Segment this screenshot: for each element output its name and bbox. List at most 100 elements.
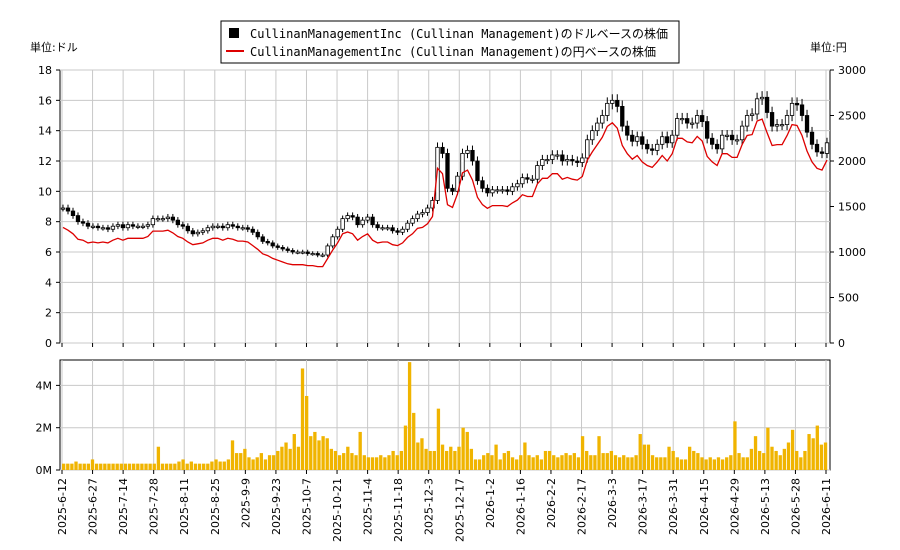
volume-bar	[700, 457, 704, 470]
candle-body	[275, 245, 280, 248]
candle-body	[360, 219, 365, 226]
candle-body	[165, 216, 171, 220]
candle-body	[245, 227, 250, 230]
candle-body	[215, 225, 220, 228]
candle-body	[500, 189, 505, 192]
volume-bar	[799, 457, 803, 470]
volume-bar	[519, 455, 523, 470]
volume-bar	[762, 453, 766, 470]
candle-body	[620, 106, 625, 127]
volume-bar	[494, 444, 498, 470]
volume-bar	[103, 463, 107, 470]
volume-bar	[449, 446, 453, 470]
candle-body	[754, 98, 760, 115]
volume-bar	[107, 463, 111, 470]
volume-bar	[284, 442, 288, 470]
volume-bar	[523, 442, 527, 470]
volume-tick-label: 4M	[36, 379, 53, 392]
candle-body	[515, 183, 520, 188]
date-tick-label: 2026-4-29	[728, 478, 741, 535]
candle-body	[655, 143, 660, 151]
volume-bar	[140, 463, 144, 470]
candle-body	[265, 240, 270, 244]
candle-body	[365, 216, 370, 221]
volume-bar	[432, 450, 436, 470]
volume-bar	[354, 455, 358, 470]
volume-bar	[638, 434, 642, 470]
candle-body	[170, 216, 176, 221]
date-tick-label: 2026-1-16	[514, 478, 527, 535]
candle-body	[764, 96, 770, 113]
candle-body	[295, 251, 300, 254]
date-axis: 2025-6-12 2025-6-27 2025-7-14 2025-7-28 2025…	[56, 343, 833, 542]
date-tick-label: 2025-11-4	[362, 478, 375, 535]
candle-body	[280, 247, 285, 250]
candle-body	[605, 102, 610, 116]
volume-bar	[564, 453, 568, 470]
candle-body	[700, 115, 705, 122]
volume-bar	[317, 440, 321, 470]
date-tick-label: 2025-8-25	[209, 478, 222, 535]
volume-bar	[156, 446, 161, 470]
volume-bar	[370, 457, 375, 470]
volume-bar	[185, 463, 189, 470]
volume-bar	[659, 457, 663, 470]
volume-bar	[358, 431, 362, 470]
volume-bar	[482, 455, 486, 470]
candle-body	[130, 224, 136, 227]
date-tick-label: 2025-8-11	[178, 478, 191, 535]
volume-bar	[527, 455, 531, 470]
date-tick-label: 2026-2-2	[545, 478, 558, 528]
volume-bar	[292, 434, 296, 470]
price-right-tick-label: 0	[838, 337, 845, 350]
candle-body	[744, 115, 750, 127]
price-left-axis: 0 2 4 6 8 10 12 14 16 18	[38, 64, 60, 350]
volume-bar	[416, 442, 420, 470]
volume-bar	[708, 457, 712, 470]
candle-body	[235, 225, 240, 229]
volume-bar	[337, 455, 342, 470]
candle-body	[615, 99, 620, 107]
candle-body	[190, 230, 195, 235]
candle-body	[385, 227, 390, 230]
candle-body	[325, 245, 330, 256]
price-left-tick-label: 8	[45, 216, 52, 229]
price-grid	[60, 69, 830, 344]
volume-bar	[547, 450, 552, 470]
volume-bar	[795, 450, 799, 470]
price-left-tick-label: 16	[38, 94, 52, 107]
candle-body	[545, 159, 550, 162]
candle-body	[315, 253, 320, 256]
volume-bar	[671, 450, 675, 470]
volume-bar	[461, 427, 465, 470]
candle-body	[375, 224, 380, 229]
candle-body	[739, 125, 745, 141]
volume-bar	[535, 455, 539, 470]
date-tick-label: 2025-7-28	[148, 478, 161, 535]
volume-bar	[753, 436, 758, 470]
volume-bar	[593, 455, 597, 470]
candle-body	[550, 154, 555, 160]
price-right-tick-label: 2500	[838, 110, 866, 123]
volume-bar	[243, 448, 247, 470]
volume-bar	[745, 457, 749, 470]
volume-bar	[399, 450, 404, 470]
volume-bar	[66, 463, 70, 470]
candle-body	[505, 189, 510, 192]
candle-body	[390, 227, 395, 232]
volume-bar	[622, 455, 626, 470]
legend-usd-label: CullinanManagementInc (Cullinan Manageme…	[250, 26, 668, 41]
volume-bar	[86, 463, 91, 470]
volume-bar	[766, 427, 770, 470]
volume-bar	[716, 457, 721, 470]
volume-bar	[288, 448, 292, 470]
volume-bar	[803, 450, 807, 470]
volume-bar	[74, 461, 78, 470]
price-left-tick-label: 10	[38, 185, 52, 198]
candle-body	[460, 153, 465, 177]
date-tick-label: 2026-3-17	[637, 478, 650, 535]
volume-bar	[580, 436, 585, 470]
candle-body	[250, 228, 255, 233]
volume-bar	[78, 463, 82, 470]
